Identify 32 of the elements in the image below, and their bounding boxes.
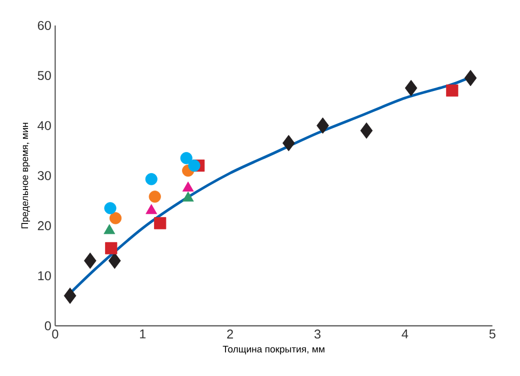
- y-tick-label: 40: [38, 121, 51, 130]
- point: [360, 122, 373, 139]
- x-tick-label: 4: [402, 330, 408, 338]
- point: [108, 252, 121, 270]
- y-tick-label: 0: [44, 321, 51, 330]
- point: [84, 252, 96, 270]
- y-tick-label: 10: [38, 271, 51, 280]
- x-tick-label: 0: [52, 330, 58, 339]
- point: [105, 242, 118, 254]
- point: [154, 217, 166, 230]
- y-tick-label: 60: [38, 21, 51, 30]
- point: [316, 118, 329, 134]
- x-tick-label: 1: [140, 330, 146, 338]
- x-tick-label: 5: [489, 330, 496, 339]
- point: [404, 80, 418, 96]
- point: [282, 135, 295, 152]
- x-axis-title: Толщина покрытия, мм: [222, 346, 324, 355]
- point: [148, 190, 161, 203]
- y-axis-title: Предельное время, мин: [21, 123, 30, 228]
- point: [180, 152, 192, 164]
- point: [188, 160, 200, 172]
- y-tick-label: 20: [38, 221, 51, 230]
- point: [109, 212, 122, 224]
- y-tick-label: 30: [38, 171, 51, 180]
- point: [446, 84, 458, 97]
- y-tick-label: 50: [38, 71, 51, 80]
- point: [464, 70, 477, 86]
- point: [104, 202, 116, 214]
- x-tick-label: 2: [227, 330, 233, 339]
- point: [64, 288, 76, 304]
- x-tick-label: 3: [314, 330, 320, 339]
- point: [145, 173, 158, 186]
